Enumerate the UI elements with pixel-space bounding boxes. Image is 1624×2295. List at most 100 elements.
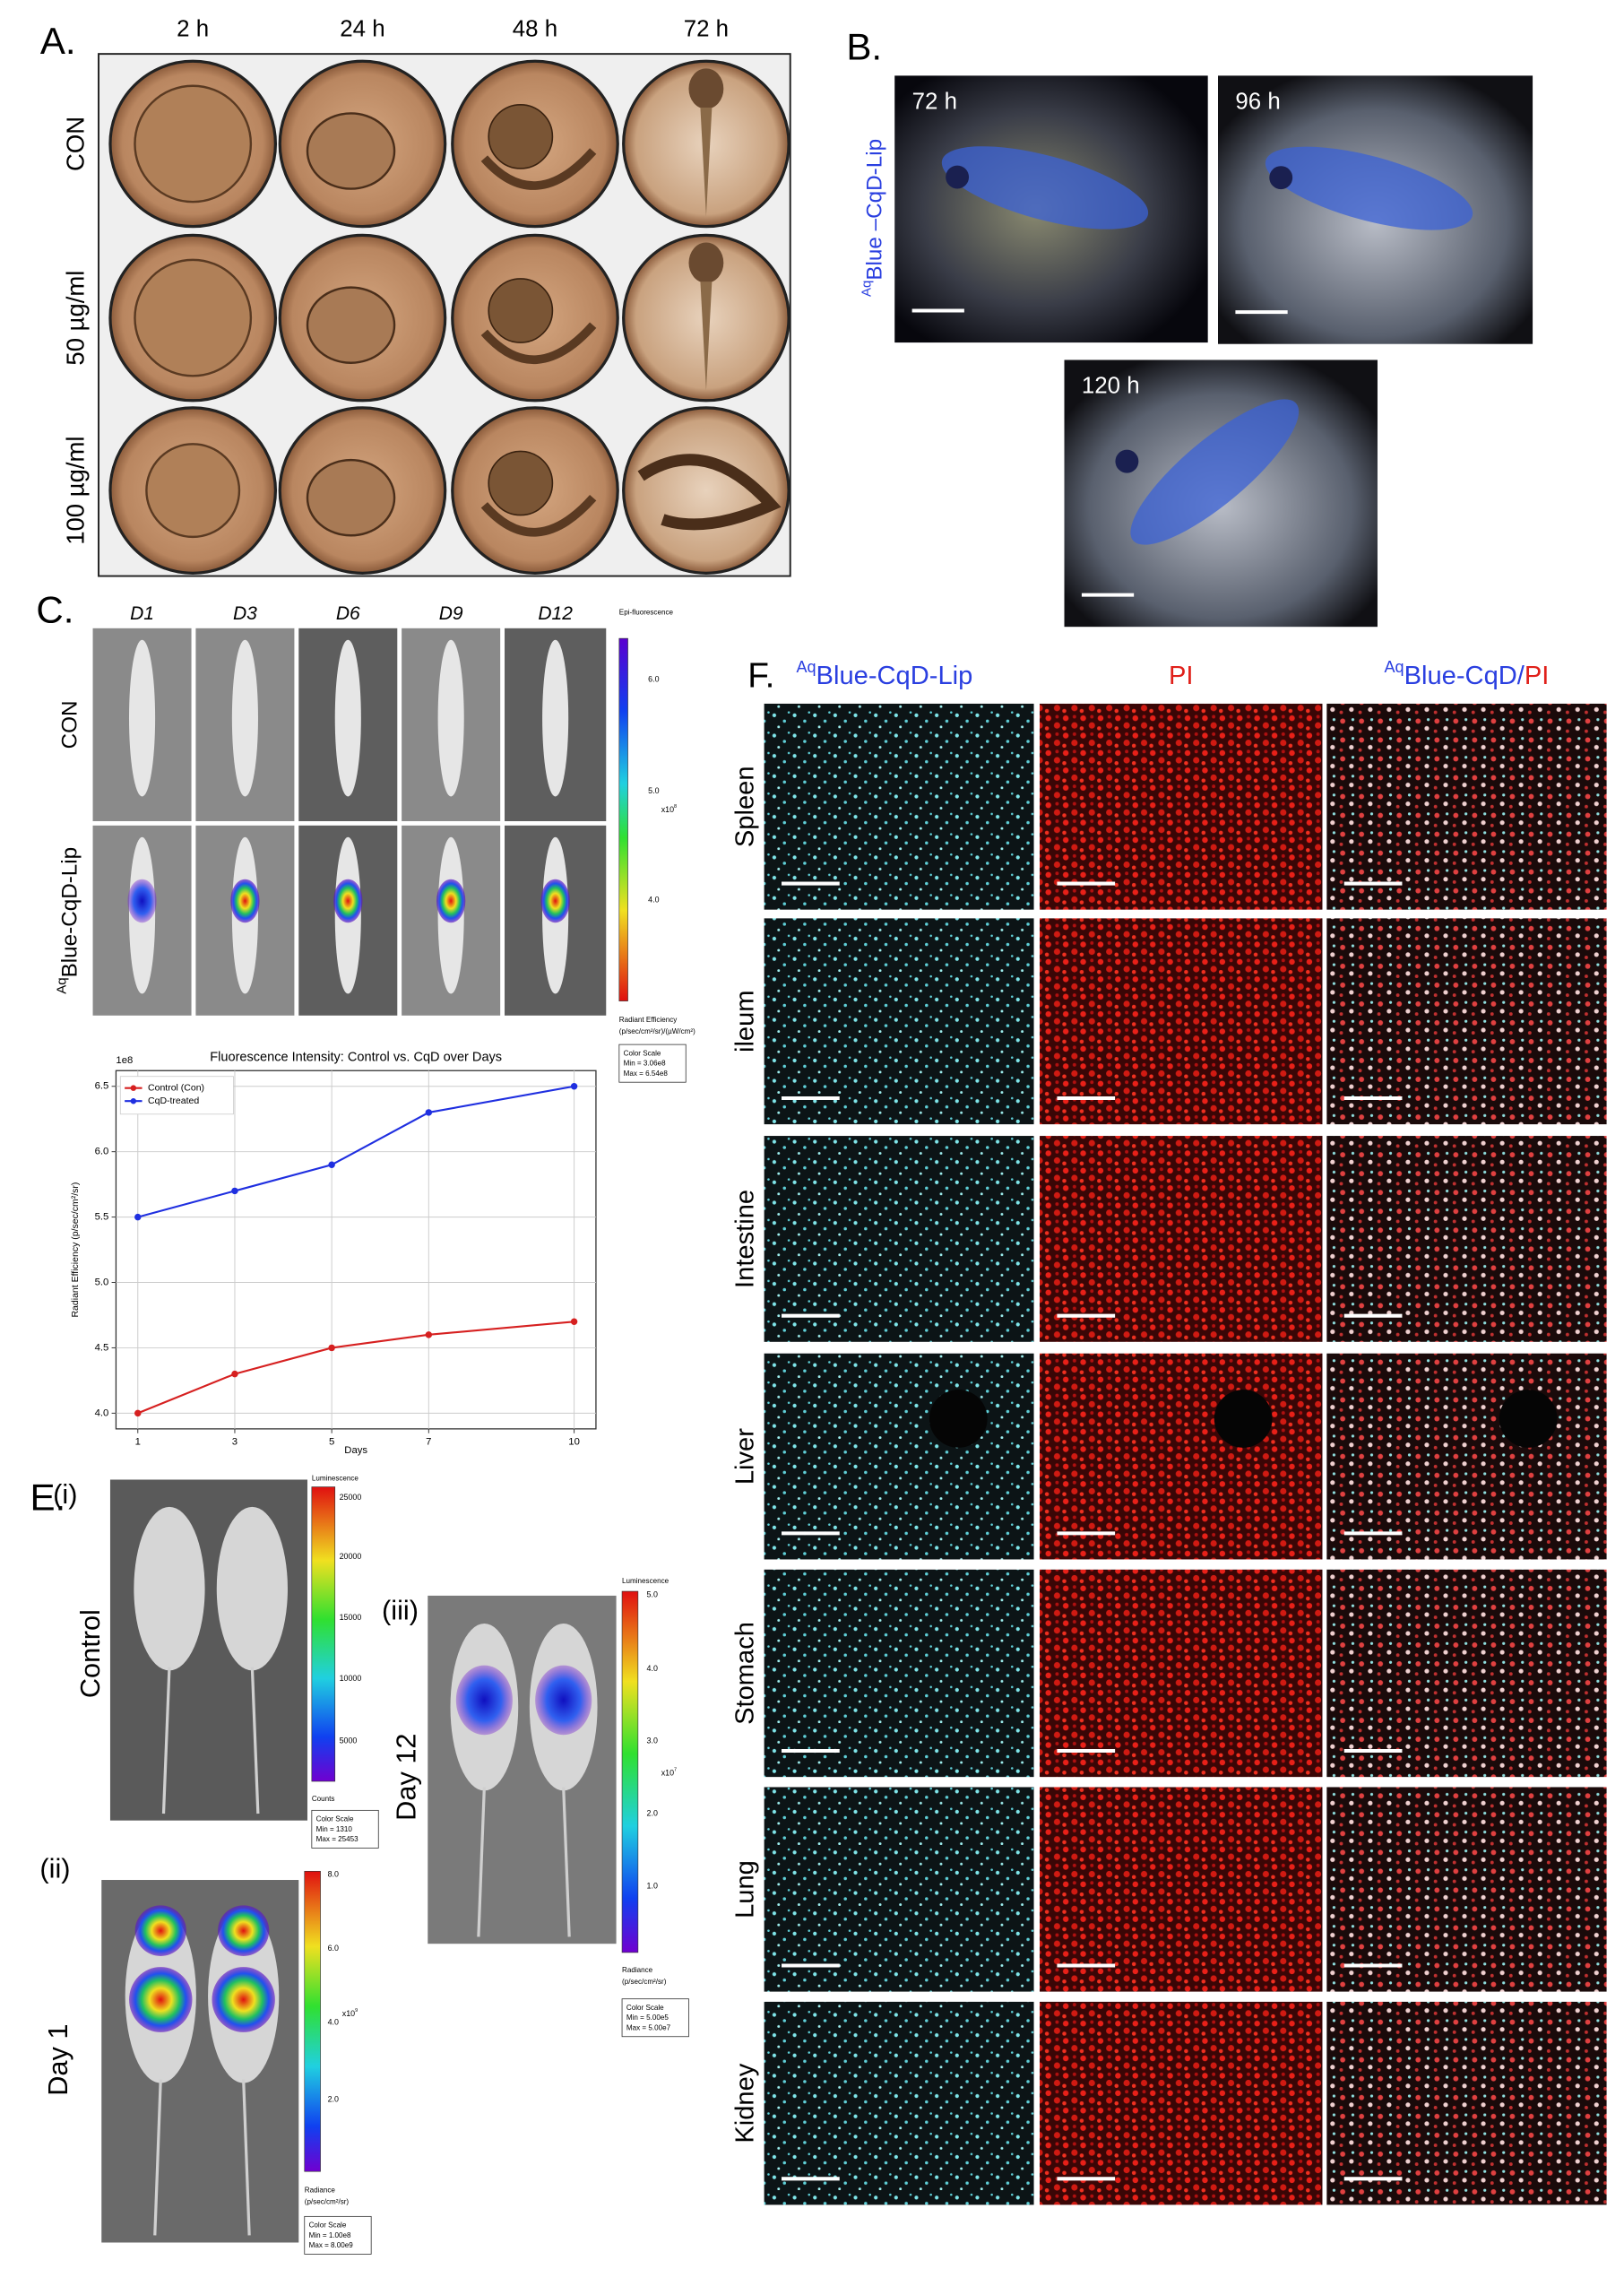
x-tick-label: 3: [232, 1436, 238, 1447]
colorbar-unit: (p/sec/cm²/sr)/(µW/cm²): [619, 1027, 695, 1035]
embryo-tail: [480, 494, 597, 537]
panel-label: B.: [846, 26, 882, 68]
colorbar-tick-label: 4.0: [328, 2018, 339, 2027]
larva-fluorescence: [1130, 399, 1300, 545]
mouse-image: [109, 1479, 307, 1821]
text-piece: x10: [661, 805, 674, 814]
fish: [334, 639, 361, 797]
tissue-image: [1326, 2001, 1607, 2205]
embryo: [488, 450, 554, 516]
row-label: Lung: [731, 1860, 760, 1918]
legend-label: CqD-treated: [148, 1096, 199, 1106]
data-point: [328, 1344, 335, 1352]
tissue-image: [1040, 1136, 1323, 1342]
tissue-image: [1040, 1569, 1323, 1778]
signal: [230, 879, 260, 923]
colorbar-tick-label: 10000: [340, 1674, 362, 1683]
signal: [129, 1967, 193, 2032]
larva-head: [688, 68, 724, 109]
tissue-image: [1040, 703, 1323, 910]
side-label: AqBlue –CqD-Lip: [860, 139, 887, 297]
scale-box: [618, 1044, 687, 1083]
y-tick-label: 5.0: [95, 1277, 109, 1288]
embryo: [306, 112, 396, 190]
row-label: Kidney: [731, 2063, 760, 2143]
fish: [128, 639, 156, 797]
text-piece: Aq: [55, 977, 70, 993]
y-tick-label: 5.5: [95, 1212, 109, 1223]
text-piece: Aq: [796, 658, 816, 676]
colorbar-tick-label: 25000: [340, 1493, 362, 1502]
colorbar-tick-label: 2.0: [328, 2094, 339, 2103]
column-label: 72 h: [684, 17, 729, 42]
column-label: AqBlue-CqD/PI: [1385, 658, 1550, 690]
tissue-image: [1040, 1353, 1323, 1560]
text-piece: 7: [674, 1767, 677, 1772]
colorbar: [311, 1486, 336, 1782]
vessel: [929, 1390, 988, 1448]
colorbar-unit: Radiance: [305, 2187, 336, 2195]
tissue-image: [764, 703, 1034, 910]
tissue-image: [1326, 1136, 1607, 1342]
text-piece: Aq: [1385, 658, 1404, 676]
x-tick-label: 1: [135, 1436, 141, 1447]
panel-label: E.: [30, 1476, 66, 1518]
larva-fluorescence: [1265, 146, 1473, 230]
row-label: CON: [57, 700, 82, 749]
legend-label: Control (Con): [148, 1083, 204, 1094]
legend-marker: [130, 1097, 137, 1104]
tissue-image: [764, 2001, 1034, 2205]
text-piece: Blue-CqD-Lip: [816, 662, 973, 690]
colorbar-unit: (p/sec/cm²/sr): [622, 1978, 667, 1986]
signal: [540, 879, 570, 923]
colorbar-tick-label: 4.0: [647, 1664, 658, 1673]
row-label: Intestine: [731, 1190, 760, 1288]
row-label: Day 12: [391, 1733, 422, 1820]
mouse-tail: [562, 1787, 571, 1937]
column-label: 2 h: [177, 17, 209, 42]
larva-head: [688, 242, 724, 283]
row-label: Day 1: [42, 2024, 73, 2096]
colorbar-tick-label: 20000: [340, 1552, 362, 1561]
colorbar-unit: Radiance: [622, 1966, 653, 1974]
data-point: [425, 1331, 433, 1338]
signal: [212, 1967, 275, 2032]
embryo: [145, 443, 241, 539]
colorbar-tick-label: 1.0: [647, 1881, 658, 1890]
fish: [437, 639, 464, 797]
tissue-image: [764, 1353, 1034, 1560]
colorbar-title: Luminescence: [622, 1577, 669, 1585]
fish: [231, 639, 258, 797]
embryo: [306, 286, 396, 364]
row-label: AqBlue-CqD-Lip: [55, 847, 82, 994]
x-tick-label: 5: [329, 1436, 334, 1447]
colorbar-title: Luminescence: [312, 1474, 359, 1482]
signal: [436, 879, 466, 923]
text-piece: PI: [1525, 662, 1550, 690]
colorbar-tick-label: 4.0: [648, 895, 659, 904]
larva-body: [700, 107, 713, 217]
x-tick-label: 10: [568, 1436, 580, 1447]
larva-body: [637, 454, 782, 531]
tissue-image: [1326, 918, 1607, 1125]
embryo: [488, 103, 554, 169]
colorbar-tick-label: 5000: [340, 1736, 358, 1745]
column-label: D6: [336, 603, 360, 624]
colorbar-unit: Radiant Efficiency: [619, 1016, 678, 1024]
subpanel-label: (iii): [382, 1595, 419, 1626]
data-point: [425, 1109, 433, 1116]
y-axis-label: Radiant Efficiency (p/sec/cm²/sr): [70, 1182, 81, 1318]
column-label: D1: [130, 603, 154, 624]
data-point: [570, 1318, 578, 1325]
x-tick-label: 7: [426, 1436, 431, 1447]
colorbar-tick-label: 8.0: [328, 1870, 339, 1879]
tissue-image: [1326, 703, 1607, 910]
tissue-image: [1326, 1353, 1607, 1560]
mouse-tail: [250, 1667, 260, 1814]
fish: [542, 639, 569, 797]
scale-text: Max = 5.00e7: [626, 2024, 671, 2032]
signal: [455, 1665, 513, 1736]
scale-text: Min = 3.06e8: [624, 1060, 666, 1068]
scale-text: Min = 1310: [316, 1825, 353, 1833]
row-label: Liver: [731, 1428, 760, 1485]
